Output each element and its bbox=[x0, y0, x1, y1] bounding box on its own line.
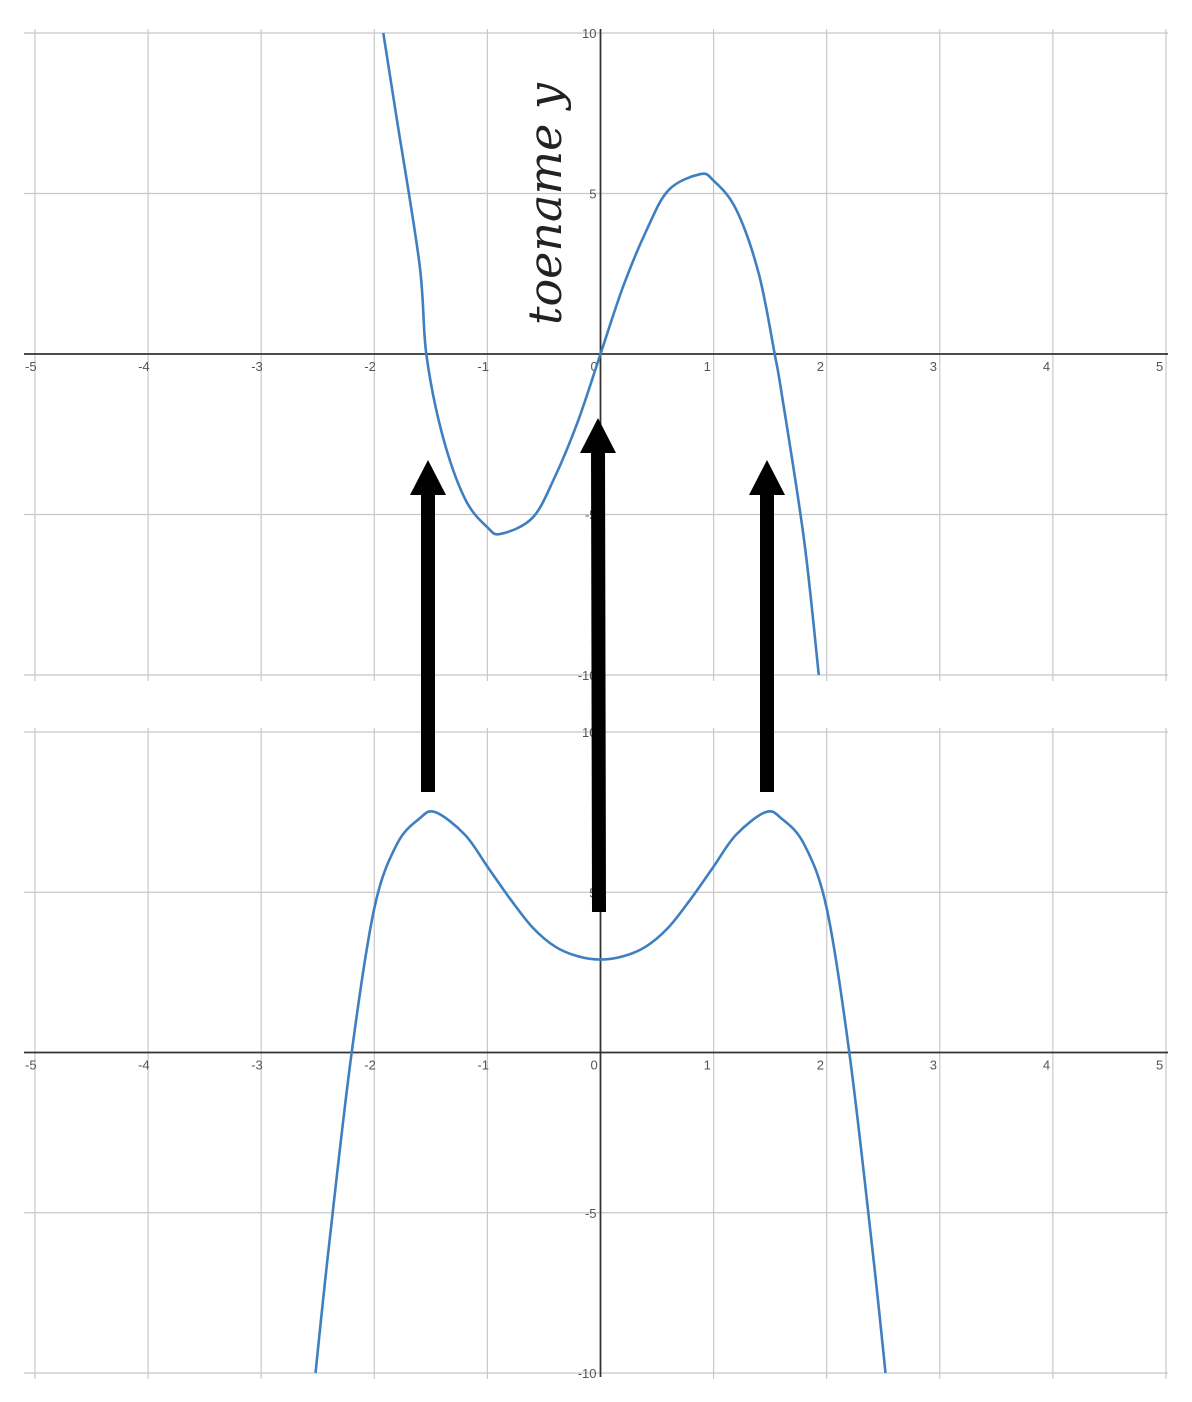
x-tick-label: 0 bbox=[591, 359, 598, 374]
arrow-left-head bbox=[410, 460, 446, 495]
x-tick-label: 5 bbox=[1156, 359, 1163, 374]
x-tick-label: 1 bbox=[704, 359, 711, 374]
y-tick-label: -10 bbox=[578, 1366, 597, 1381]
x-tick-label: -2 bbox=[364, 1058, 376, 1073]
x-tick-label: -5 bbox=[25, 1058, 37, 1073]
arrow-center bbox=[580, 418, 616, 913]
arrow-left bbox=[410, 460, 446, 792]
arrow-right-head bbox=[749, 460, 785, 495]
x-tick-label: 4 bbox=[1043, 359, 1050, 374]
arrow-right bbox=[749, 460, 785, 792]
x-tick-label: 2 bbox=[817, 1058, 824, 1073]
x-tick-label: 3 bbox=[930, 1058, 937, 1073]
x-tick-label: -5 bbox=[25, 359, 37, 374]
y-tick-label: -5 bbox=[585, 508, 597, 523]
x-tick-label: -3 bbox=[251, 1058, 263, 1073]
x-tick-label: 3 bbox=[930, 359, 937, 374]
x-tick-label: 4 bbox=[1043, 1058, 1050, 1073]
annotation-label: toename y bbox=[518, 82, 572, 325]
x-tick-label: 1 bbox=[704, 1058, 711, 1073]
x-tick-label: -1 bbox=[477, 1058, 489, 1073]
x-tick-label: -1 bbox=[477, 359, 489, 374]
y-tick-label: 5 bbox=[589, 187, 596, 202]
y-tick-label: 10 bbox=[582, 26, 596, 41]
series-line bbox=[314, 809, 887, 1374]
x-tick-label: 5 bbox=[1156, 1058, 1163, 1073]
x-tick-label: -2 bbox=[364, 359, 376, 374]
series-line bbox=[382, 32, 821, 676]
x-tick-label: -3 bbox=[251, 359, 263, 374]
arrows-group bbox=[410, 418, 785, 913]
arrow-center-shaft bbox=[591, 447, 606, 913]
arrow-center-head bbox=[580, 418, 616, 453]
y-tick-label: -5 bbox=[585, 1206, 597, 1221]
x-tick-label: -4 bbox=[138, 359, 150, 374]
x-tick-label: 0 bbox=[591, 1058, 598, 1073]
x-tick-label: 2 bbox=[817, 359, 824, 374]
x-tick-label: -4 bbox=[138, 1058, 150, 1073]
